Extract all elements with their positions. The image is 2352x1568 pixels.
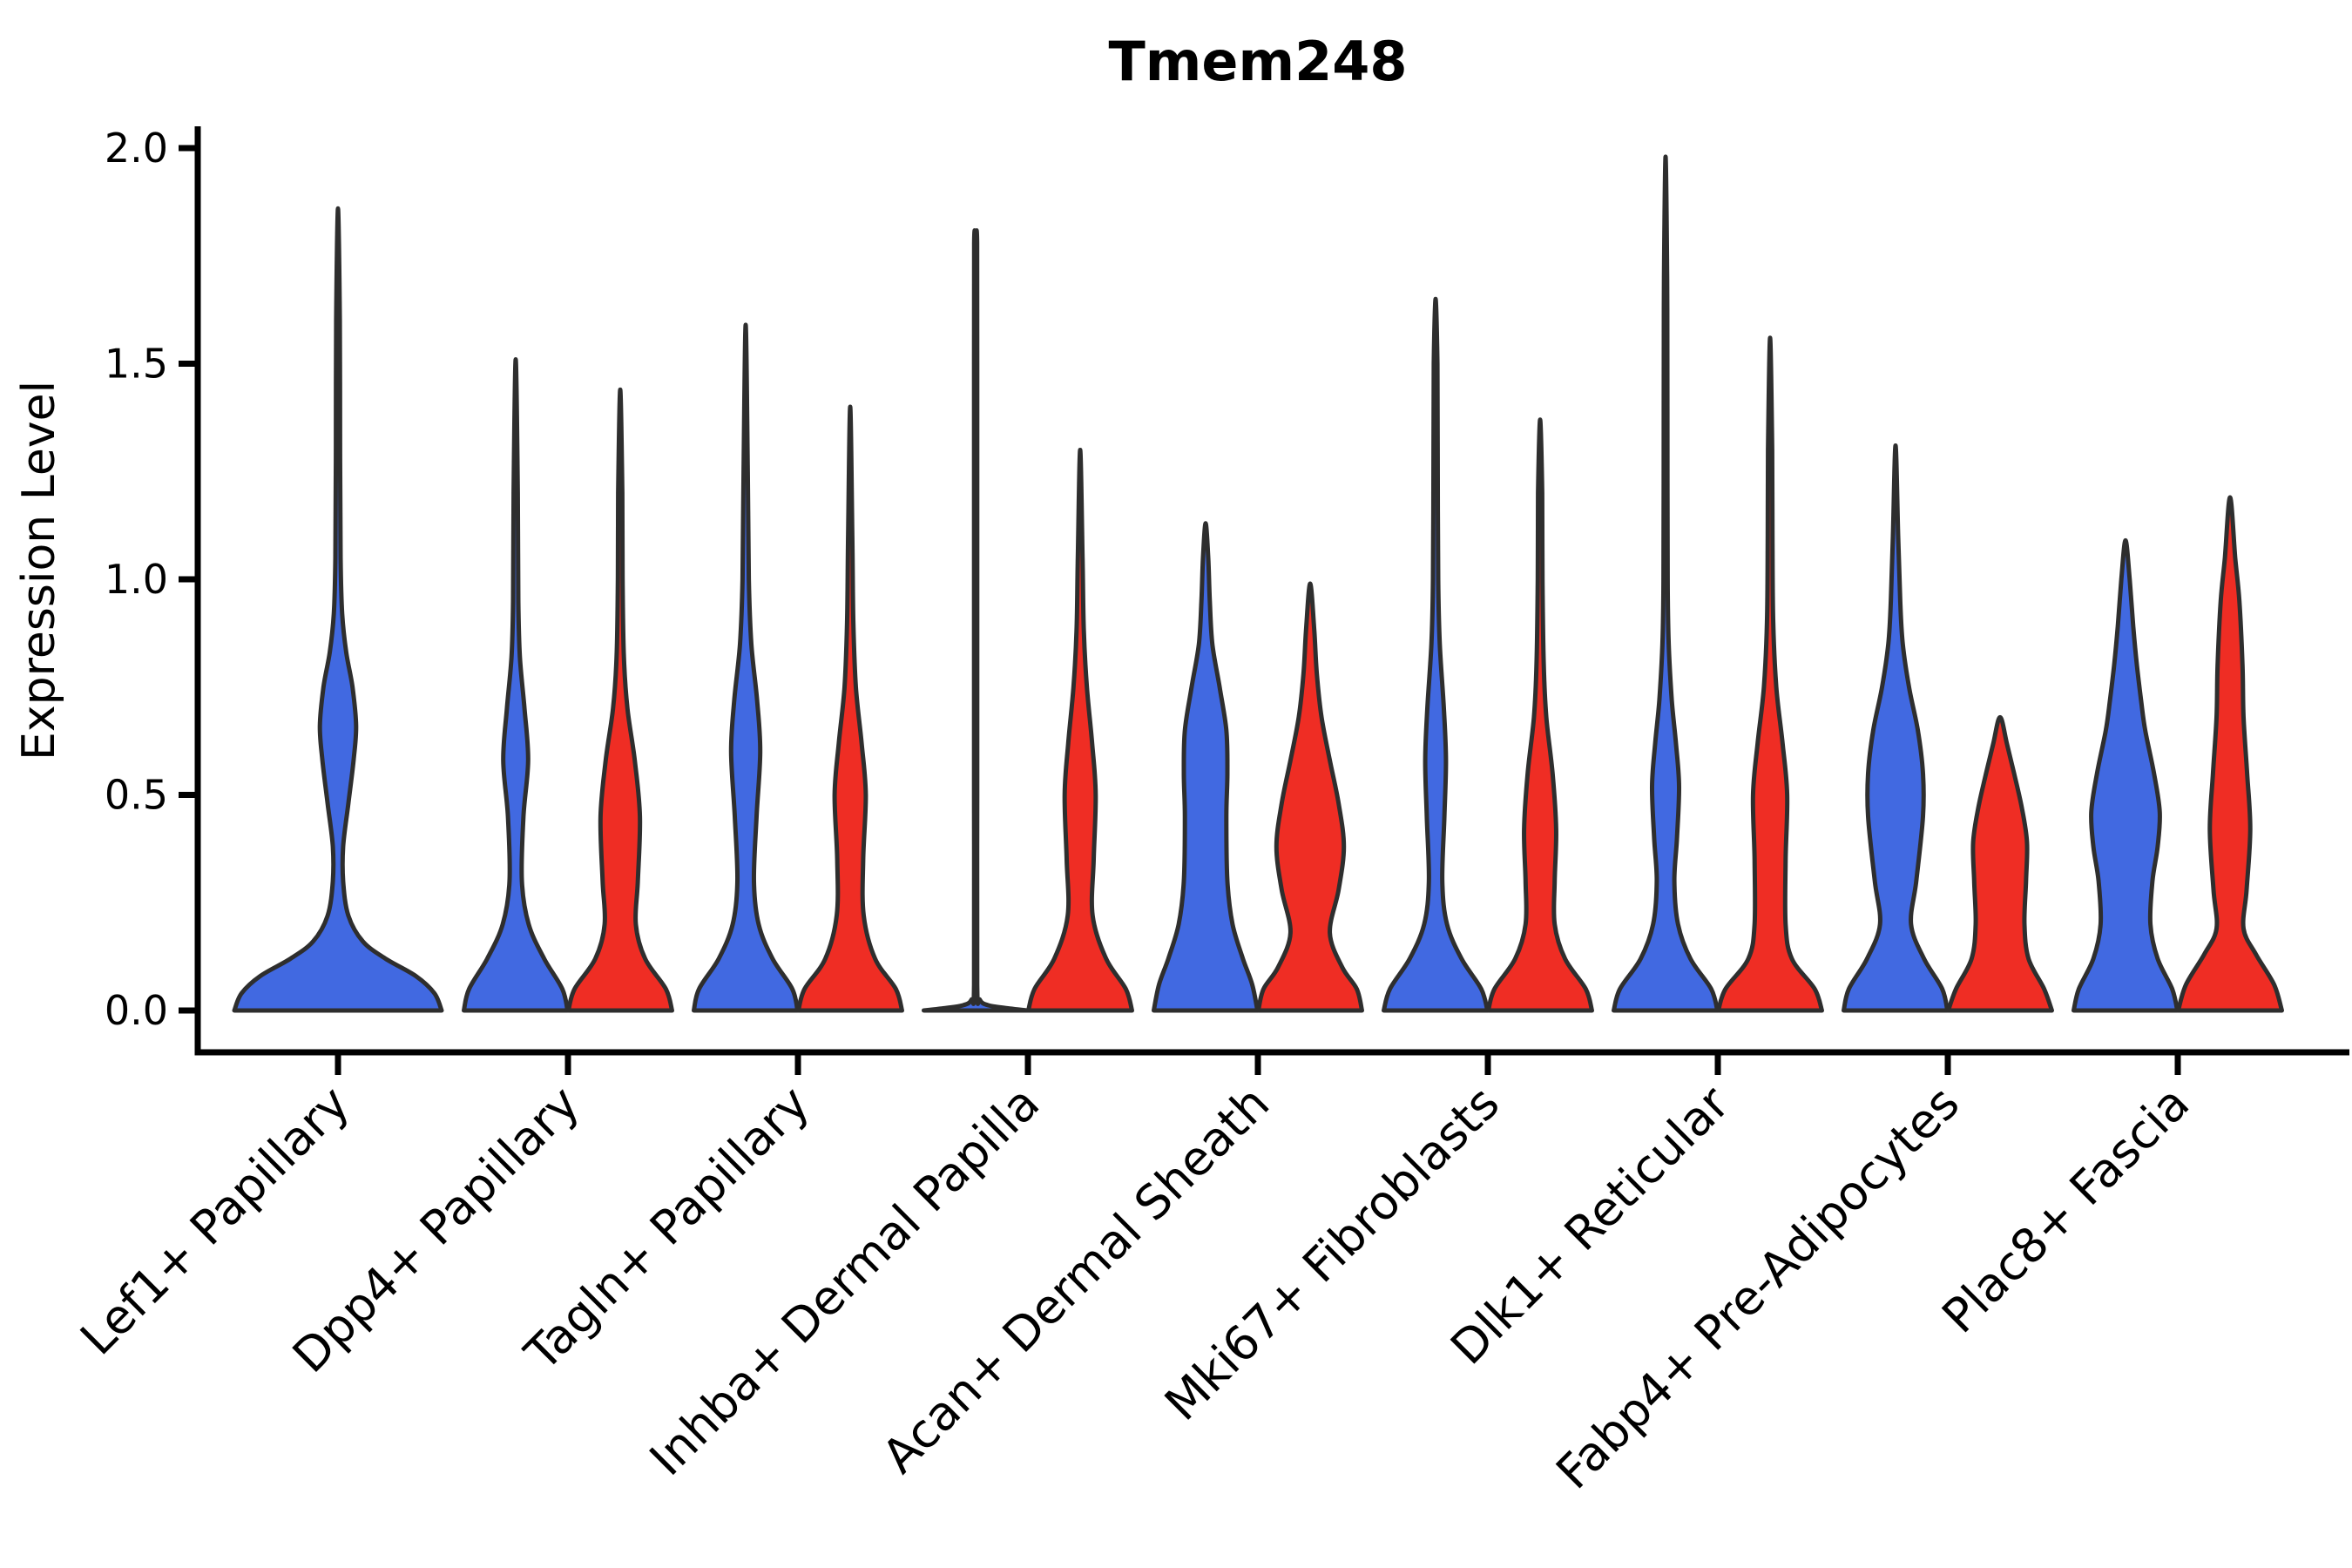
y-axis: 0.0 0.5 1.0 1.5 2.0 [105,125,201,1052]
violin-dpp4-papillary-blue [462,357,570,1013]
violin-tagln-papillary-red [796,404,904,1013]
y-tick-label-0.5: 0.5 [105,772,168,819]
violin-plac8-fascia-blue [2072,537,2180,1013]
y-tick-label-2.0: 2.0 [105,125,168,172]
y-tick-label-1.0: 1.0 [105,556,168,603]
x-tick-label-plac8-fascia: Plac8+ Fascia [1931,1076,2200,1344]
y-axis-label: Expression Level [13,381,65,760]
chart-title: Tmem248 [1109,30,1408,93]
x-tick-label-inhba-dermal-papilla: Inhba+ Dermal Papilla [639,1076,1050,1486]
violin-lef1-papillary-blue [232,206,444,1013]
violin-fabp4-pre-adipocytes-red [1946,714,2054,1013]
violin-dpp4-papillary-red [566,387,674,1013]
violin-acan-dermal-sheath-blue [1152,521,1260,1013]
violin-inhba-dermal-papilla-blue [922,228,1030,1013]
x-tick-label-fabp4-pre-adipocytes: Fabp4+ Pre-Adipocytes [1545,1076,1970,1500]
violin-acan-dermal-sheath-red [1256,581,1364,1013]
violin-mki67-fibroblasts-red [1486,417,1594,1013]
violin-mki67-fibroblasts-blue [1382,296,1490,1013]
violin-inhba-dermal-papilla-red [1026,448,1134,1013]
violin-dlk1-reticular-blue [1612,154,1720,1013]
y-tick-label-0.0: 0.0 [105,987,168,1034]
violin-plac8-fascia-red [2176,495,2284,1013]
violin-tagln-papillary-blue [692,322,800,1013]
violin-fabp4-pre-adipocytes-blue [1842,443,1950,1013]
x-tick-label-acan-dermal-sheath: Acan+ Dermal Sheath [872,1076,1280,1484]
y-tick-label-1.5: 1.5 [105,341,168,388]
violin-dlk1-reticular-red [1716,335,1824,1013]
violin-series [232,154,2284,1013]
